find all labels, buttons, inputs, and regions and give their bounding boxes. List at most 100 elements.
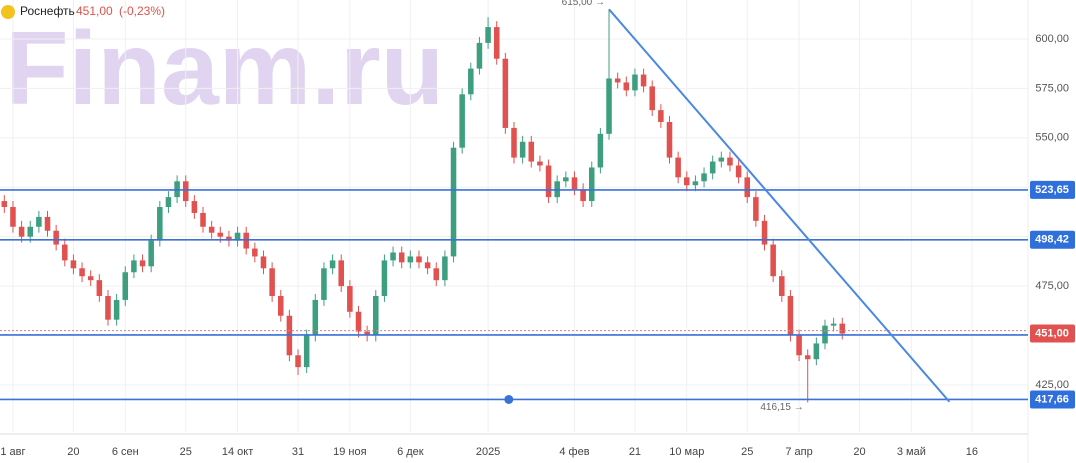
candle-body [53, 230, 59, 245]
candle-body [70, 260, 77, 269]
candle-body [329, 260, 336, 269]
candle-body [701, 173, 707, 182]
candle-body [563, 177, 569, 182]
candle-body [433, 268, 440, 281]
candle-body [796, 335, 802, 356]
price-tag-label: 523,65 [1035, 184, 1069, 196]
x-tick-label: 31 [292, 446, 304, 458]
x-tick-label: 6 дек [397, 446, 424, 458]
candle-body [165, 197, 172, 208]
candle-body [321, 268, 327, 300]
candle-body [18, 226, 25, 237]
candle-body [252, 248, 258, 257]
candle-body [260, 256, 267, 269]
ticker-change: (-0,23%) [119, 4, 165, 18]
candle-body [770, 244, 776, 277]
candle-body [813, 343, 820, 360]
ticker-name: Роснефть [20, 4, 75, 18]
candle-body [44, 216, 51, 231]
candle-body [27, 226, 33, 237]
y-tick-label: 550,00 [1035, 132, 1069, 144]
candle-body [684, 177, 690, 186]
x-tick-label: 10 мар [669, 446, 704, 458]
watermark: Finam.ru [5, 11, 444, 127]
price-tag-label: 417,66 [1035, 393, 1069, 405]
candle-body [122, 272, 129, 300]
y-tick-label: 475,00 [1035, 280, 1069, 292]
candle-body [779, 276, 785, 296]
candle-body [398, 252, 405, 263]
candle-body [545, 165, 552, 198]
x-tick-label: 7 апр [785, 446, 812, 458]
candle-body [476, 42, 483, 69]
candle-body [295, 355, 301, 368]
x-tick-label: 16 [966, 446, 978, 458]
candle-body [139, 260, 146, 267]
candle-body [191, 201, 198, 213]
candle-body [502, 58, 509, 128]
logo [1, 5, 15, 19]
candle-body [459, 94, 465, 148]
candle-body [208, 226, 215, 233]
candle-body [761, 220, 768, 245]
candle-body [804, 355, 811, 360]
candle-body [424, 262, 431, 269]
candle-body [182, 181, 189, 202]
candle-body [580, 189, 586, 202]
candle-body [649, 86, 655, 111]
candle-body [571, 177, 578, 190]
price-tag [1030, 180, 1075, 199]
candle-body [528, 141, 535, 162]
candle-body [381, 260, 388, 296]
candle-body [79, 268, 85, 277]
candle-body [217, 232, 224, 237]
candle-body [537, 161, 543, 166]
x-tick-label: 1 авг [0, 446, 25, 458]
candle-body [744, 177, 751, 198]
price-tag-label: 451,00 [1035, 327, 1069, 339]
candle-body [148, 240, 154, 267]
candle-body [277, 295, 284, 316]
candle-body [442, 256, 448, 281]
level-marker [504, 394, 514, 404]
candle-body [416, 256, 422, 263]
candle-body [709, 161, 716, 174]
x-tick-label: 2025 [476, 446, 500, 458]
candle-body [312, 299, 319, 336]
ticker-price: 451,00 [76, 4, 113, 18]
candle-body [597, 133, 604, 168]
y-tick-label: 575,00 [1035, 82, 1069, 94]
price-tag [1030, 390, 1075, 409]
price-tag-label: 498,42 [1035, 234, 1069, 246]
candle-body [485, 27, 491, 43]
candle-body [10, 207, 16, 227]
candle-body [468, 68, 474, 95]
candle-body [450, 147, 457, 257]
x-tick-label: 20 [67, 446, 79, 458]
candle-body [753, 197, 759, 221]
candle-body [226, 236, 232, 241]
candle-body [614, 78, 621, 83]
candle-body [519, 141, 526, 158]
trendline [608, 8, 951, 403]
candle-body [234, 232, 241, 241]
x-tick-label: 3 май [897, 446, 926, 458]
candle-body [390, 252, 396, 261]
candle-body [511, 127, 517, 158]
candle-body [727, 157, 733, 166]
candle-body [640, 74, 647, 87]
candle-body [87, 276, 94, 281]
candle-body [632, 74, 638, 91]
candle-body [131, 260, 137, 273]
x-tick-label: 25 [741, 446, 753, 458]
x-tick-label: 21 [629, 446, 641, 458]
candle-body [1, 201, 8, 208]
candle-body [200, 212, 206, 227]
x-tick-label: 14 окт [222, 446, 253, 458]
annotation: 615,00 → [562, 0, 605, 8]
x-tick-label: 6 сен [112, 446, 139, 458]
candle-body [364, 331, 370, 336]
price-tag [1030, 230, 1075, 249]
candle-body [269, 268, 275, 296]
candle-body [338, 260, 344, 287]
